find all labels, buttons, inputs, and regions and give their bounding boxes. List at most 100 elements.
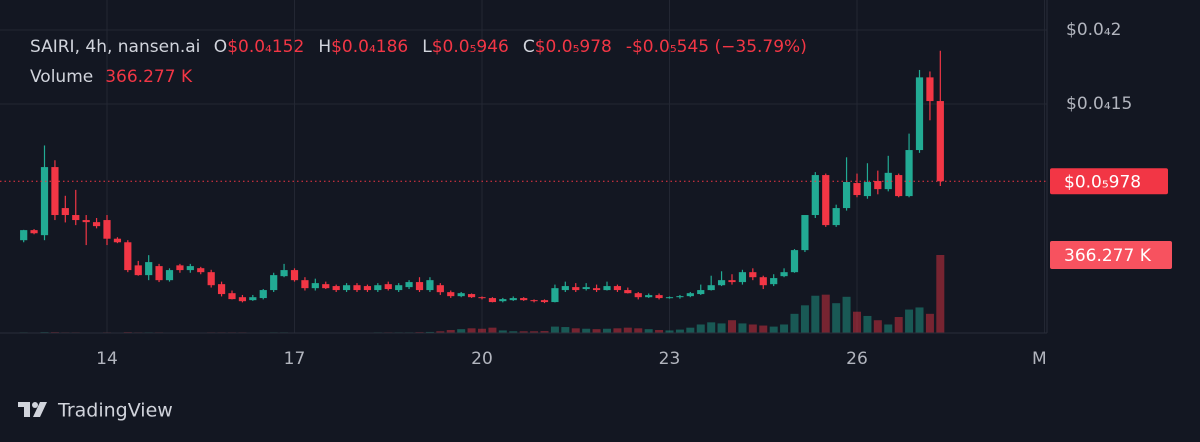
candle-body: [645, 295, 653, 298]
volume-bar: [655, 330, 664, 333]
candle-body: [780, 272, 788, 277]
candle-body: [790, 250, 799, 273]
candle-body: [395, 285, 403, 291]
candle-body: [457, 293, 465, 297]
field-key: C: [522, 37, 535, 57]
x-tick-label: 26: [846, 349, 868, 369]
field-value: $0.0₅946: [431, 37, 509, 57]
price-tag-label: $0.0₅978: [1064, 172, 1141, 192]
candle-body: [697, 290, 705, 295]
brand: TradingView: [57, 400, 173, 422]
volume-bar: [623, 327, 632, 333]
field-key: L: [422, 37, 432, 57]
field-value: $0.0₄152: [227, 37, 305, 57]
volume-bar: [832, 303, 841, 333]
candle-body: [332, 286, 340, 291]
volume-bar: [582, 328, 591, 333]
volume-bar: [800, 305, 809, 333]
candle-body: [551, 288, 559, 303]
candle-body: [155, 266, 163, 281]
volume-bar: [790, 313, 799, 333]
volume-bar: [457, 329, 466, 333]
volume-bar: [592, 329, 601, 333]
candle-body: [72, 215, 80, 221]
candle-body: [603, 286, 611, 291]
price-tag: [1050, 168, 1168, 195]
candle-body: [842, 182, 851, 209]
candle-body: [832, 208, 840, 226]
candle-body: [530, 300, 538, 302]
candle-body: [499, 299, 507, 302]
volume-bar: [936, 255, 945, 333]
volume-bar: [561, 327, 570, 333]
candle-body: [447, 292, 455, 297]
volume-value: 366.277 K: [105, 67, 193, 87]
candle-body: [467, 294, 476, 298]
volume-key: Volume: [30, 67, 94, 87]
candle-body: [405, 282, 413, 288]
candle-body: [270, 275, 278, 291]
candle-body: [488, 298, 497, 303]
volume-bar: [519, 331, 528, 333]
candle-body: [353, 285, 361, 291]
volume-bar: [738, 323, 747, 333]
candle-body: [124, 242, 132, 271]
volume-bar: [603, 328, 611, 333]
volume-bar: [446, 330, 455, 333]
candle-body: [749, 272, 757, 278]
volume-bar: [915, 307, 924, 333]
candle-body: [936, 101, 944, 182]
volume-bar: [842, 296, 851, 333]
candle-body: [217, 284, 226, 295]
y-tick-label: $0.0₄2: [1066, 20, 1121, 40]
volume-bar: [884, 324, 893, 333]
candle-body: [311, 283, 319, 289]
volume-bar: [425, 331, 434, 333]
volume-bar: [873, 320, 882, 333]
volume-bar: [780, 324, 789, 333]
volume-bar: [925, 313, 934, 333]
candle-body: [145, 262, 153, 276]
y-tick-label: $0.0₄15: [1066, 94, 1132, 114]
volume-bar: [853, 311, 861, 333]
candle-body: [717, 280, 726, 286]
candle-body: [228, 293, 236, 300]
candle-body: [165, 270, 174, 281]
candle-body: [290, 270, 299, 281]
volume-bar: [748, 324, 757, 333]
candle-body: [207, 272, 215, 286]
candle-body: [82, 220, 90, 223]
candle-body: [426, 280, 434, 291]
volume-bar: [530, 331, 539, 333]
volume-bar: [686, 327, 695, 333]
candle-body: [436, 285, 444, 293]
candle-body: [811, 175, 819, 216]
plot-bg: [0, 0, 1047, 333]
volume-bar: [707, 322, 716, 333]
footer-bg: [0, 380, 1200, 442]
candle-body: [134, 265, 142, 276]
volume-bar: [696, 324, 705, 333]
logo-part: [32, 402, 38, 408]
candle-body: [874, 180, 882, 190]
candle-body: [561, 286, 569, 291]
volume-bar: [644, 329, 653, 333]
x-tick-label: 14: [96, 349, 118, 369]
candle-body: [301, 280, 309, 289]
candle-body: [863, 182, 872, 197]
candle-body: [363, 286, 372, 291]
x-tick-label: 17: [284, 349, 306, 369]
candle-body: [113, 238, 122, 243]
candle-body: [592, 288, 601, 291]
candle-body: [665, 297, 674, 299]
volume-bar: [811, 295, 820, 333]
candle-body: [259, 290, 267, 299]
candle-body: [759, 277, 767, 286]
candle-body: [238, 297, 247, 302]
candle-body: [322, 284, 330, 289]
volume-bar: [769, 326, 778, 333]
candle-body: [853, 183, 861, 196]
legend-row: SAIRI, 4h, nansen.ai O$0.0₄152 H$0.0₄186 L…: [30, 37, 821, 57]
candle-body: [676, 296, 684, 298]
